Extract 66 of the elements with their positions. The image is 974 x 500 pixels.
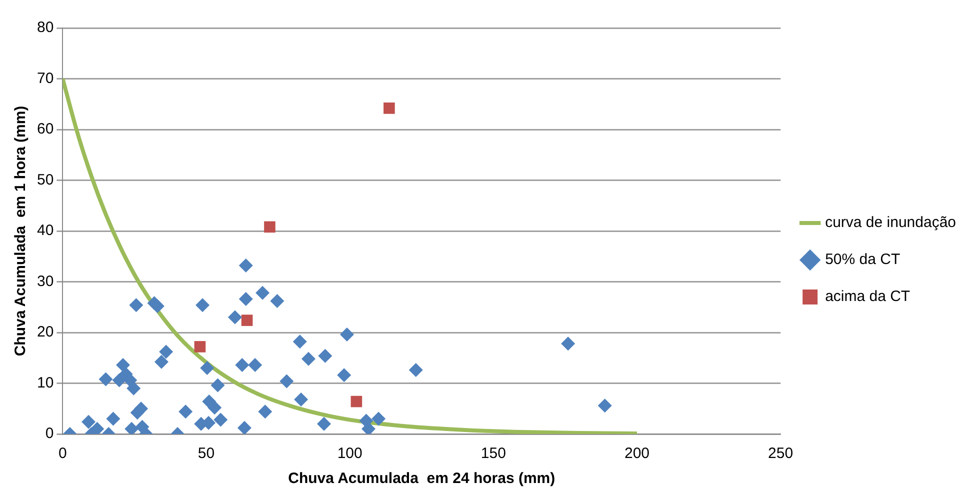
point (318, 348, 332, 363)
point (248, 358, 262, 372)
point (256, 286, 270, 300)
point (214, 412, 228, 427)
point (154, 354, 168, 369)
point (134, 402, 148, 416)
y-tick-label: 40 (36, 222, 54, 240)
y-tick-label: 10 (36, 374, 54, 392)
y-tick-label: 20 (36, 324, 54, 341)
x-tick-label: 250 (768, 445, 794, 462)
point (228, 310, 242, 324)
point (124, 422, 139, 434)
point (270, 294, 284, 308)
point (178, 404, 193, 419)
y-tick-label: 70 (36, 70, 54, 87)
x-tick-label: 150 (480, 445, 506, 462)
point (238, 292, 253, 306)
point (362, 422, 376, 434)
point (561, 336, 576, 351)
point (208, 400, 222, 415)
y-tick-label: 60 (36, 120, 54, 138)
y-axis-title: Chuva Acumulada em 1 hora (mm) (12, 106, 30, 356)
point (200, 361, 214, 376)
point (316, 416, 331, 431)
point (98, 372, 113, 386)
y-tick-label: 50 (36, 171, 54, 188)
point (159, 344, 174, 359)
point (237, 420, 252, 434)
point (241, 314, 253, 326)
legend-label: 50% da CT (825, 251, 900, 268)
x-tick-label: 0 (58, 445, 67, 462)
legend-label: acima da CT (825, 288, 910, 306)
y-tick-label: 30 (36, 272, 54, 290)
point (126, 381, 141, 396)
x-tick-label: 100 (337, 445, 362, 462)
point (106, 412, 120, 426)
point (372, 412, 386, 426)
point (238, 258, 253, 273)
point (294, 392, 308, 406)
point (196, 298, 210, 312)
point (384, 102, 395, 114)
point (90, 422, 104, 434)
point (235, 358, 250, 372)
point (301, 352, 316, 366)
point (340, 328, 354, 342)
legend-label: curva de inundação (825, 214, 956, 232)
point (150, 299, 164, 314)
point (194, 341, 206, 352)
point (598, 398, 612, 413)
point (264, 221, 276, 233)
x-axis-title: Chuva Acumulada em 24 horas (mm) (288, 470, 556, 488)
y-tick-label: 0 (45, 425, 54, 442)
point (292, 334, 307, 349)
point (258, 404, 272, 419)
point (350, 396, 362, 408)
line-series (62, 76, 639, 434)
y-tick-label: 80 (36, 19, 54, 36)
x-tick-label: 200 (624, 445, 650, 462)
point (280, 374, 294, 388)
point (129, 298, 144, 312)
point (116, 358, 130, 372)
x-tick-label: 50 (198, 445, 215, 462)
point (82, 414, 96, 429)
point (337, 368, 352, 382)
point (408, 363, 423, 378)
point (210, 378, 225, 392)
